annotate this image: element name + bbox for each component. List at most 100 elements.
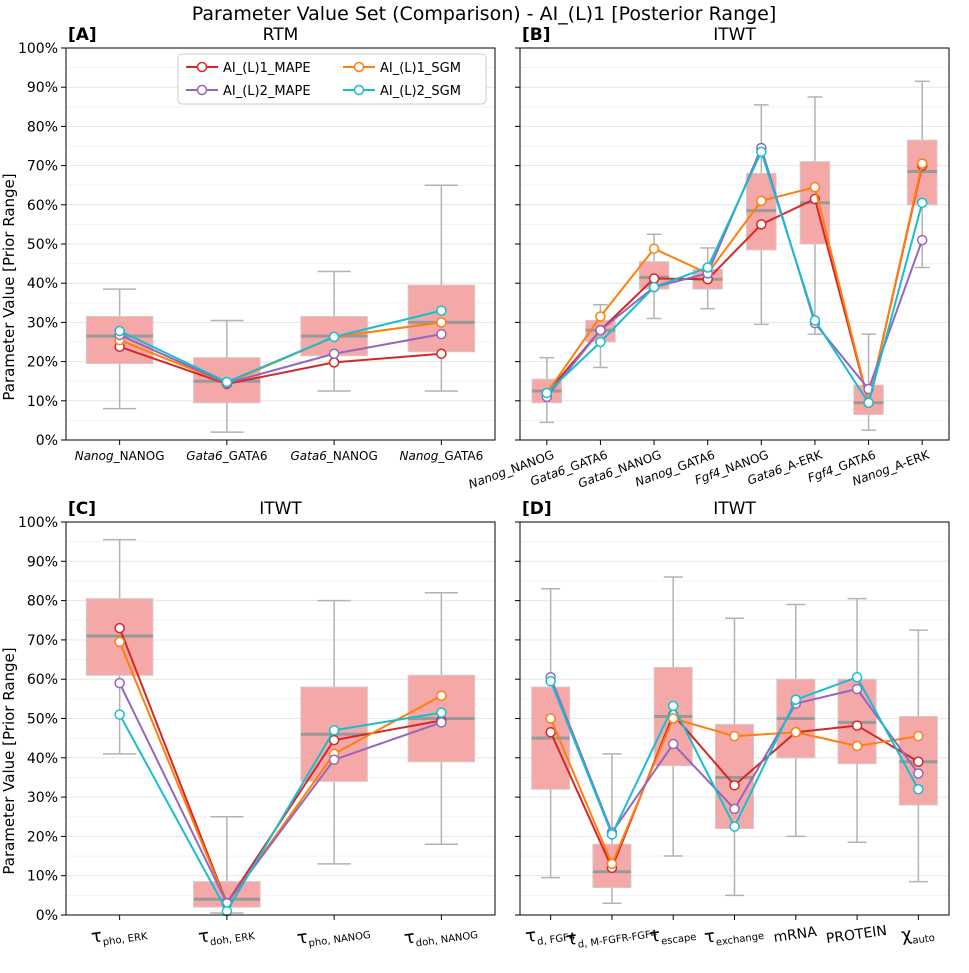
panel-label: [B]: [522, 25, 551, 45]
y-tick-label: 30%: [27, 790, 58, 806]
point-ai-l-2-mape-1: [114, 677, 125, 689]
x-tick-subscript: doh, NANOG: [415, 930, 479, 950]
y-tick-label: 50%: [27, 712, 58, 728]
x-tick-subscript: d, M-FGFR-FGF4: [577, 929, 658, 951]
x-tick-label: χauto: [900, 921, 936, 948]
x-tick-subscript: auto: [912, 933, 936, 947]
x-tick-symbol: χ: [900, 924, 913, 946]
x-tick-subscript: d, FGF4: [536, 932, 575, 948]
x-tick-gene: Gata6: [290, 449, 327, 463]
y-axis-label-bottom: Parameter Value [Prior Range]: [0, 647, 18, 874]
x-tick-subscript: pho, NANOG: [308, 930, 372, 950]
point-ai-l-2-sgm-3: [328, 331, 340, 343]
x-tick-label: Gata6_NANOG: [290, 449, 377, 463]
y-tick-label: 20%: [27, 355, 58, 371]
y-tick-label: 100%: [18, 41, 58, 57]
panel-label: [A]: [68, 25, 97, 45]
point-ai-l-1-sgm-7: [913, 730, 924, 742]
x-tick-gene: Nanog: [400, 449, 439, 463]
legend-marker-ai-l2-mape: [196, 84, 208, 96]
x-tick-label: Nanog_NANOG: [75, 449, 165, 463]
y-tick-label: 10%: [27, 394, 58, 410]
plot-frame: [65, 47, 496, 441]
figure-title: Parameter Value Set (Comparison) - AI_(L…: [192, 3, 777, 25]
x-tick-subscript: pho, ERK: [102, 931, 149, 948]
panel-title: ITWT: [713, 25, 756, 45]
point-ai-l-1-mape-6: [851, 720, 863, 731]
x-tick-label: PROTEIN: [825, 923, 888, 947]
x-tick-symbol: τ: [565, 928, 579, 950]
x-tick-label: τd, M-FGFR-FGF4: [565, 917, 658, 952]
x-tick-label: mRNA: [773, 924, 819, 946]
point-ai-l-2-mape-6: [851, 683, 863, 695]
point-ai-l-2-mape-3: [667, 738, 679, 750]
box-2: [193, 816, 261, 914]
x-tick-symbol: mRNA: [773, 924, 819, 946]
point-ai-l-1-mape-1: [545, 727, 556, 738]
series-line-ai-l-1-mape: [118, 627, 442, 905]
point-ai-l-2-sgm-2: [221, 376, 233, 388]
point-ai-l-2-mape-4: [729, 803, 740, 815]
x-tick-label: τpho, NANOG: [296, 918, 372, 951]
x-tick-gene: Nanog: [75, 449, 114, 463]
point-ai-l-2-mape-7: [913, 768, 924, 779]
point-ai-l-2-sgm-3: [667, 700, 679, 712]
x-tick-suffix: _A-ERK: [886, 447, 932, 475]
x-tick-symbol: τ: [197, 926, 211, 948]
panel-title: ITWT: [259, 499, 302, 519]
x-tick-subscript: escape: [660, 932, 697, 948]
box-4: [407, 184, 476, 392]
point-ai-l-2-sgm-6: [809, 315, 821, 326]
point-ai-l-1-sgm-2: [606, 858, 618, 870]
point-ai-l-2-mape-4: [436, 328, 447, 340]
point-ai-l-2-sgm-8: [916, 197, 928, 209]
point-ai-l-1-sgm-4: [436, 690, 447, 701]
point-ai-l-2-sgm-4: [436, 707, 447, 718]
point-ai-l-2-sgm-2: [595, 336, 606, 348]
point-ai-l-1-mape-5: [756, 219, 767, 230]
y-tick-label: 70%: [27, 159, 58, 175]
legend-marker-ai-l1-mape: [196, 61, 208, 73]
panel-label: [C]: [68, 499, 96, 519]
x-tick-label: Nanog_GATA6: [400, 449, 484, 463]
legend-marker-ai-l1-sgm: [353, 61, 365, 73]
point-ai-l-2-sgm-3: [328, 725, 340, 736]
point-ai-l-1-sgm-5: [790, 727, 802, 738]
point-ai-l-2-sgm-1: [114, 709, 125, 720]
point-ai-l-2-sgm-3: [648, 281, 660, 293]
plot-frame: [65, 521, 496, 916]
y-tick-label: 100%: [18, 515, 58, 531]
legend-marker-ai-l2-sgm: [353, 84, 365, 96]
y-tick-label: 60%: [27, 198, 58, 214]
y-tick-label: 30%: [27, 315, 58, 331]
point-ai-l-2-mape-4: [436, 717, 447, 728]
panel-a: 0% 10% 20% 30% 40% 50% 60% 70% 80% 90% 100% RTM [A] N…: [18, 25, 496, 463]
y-tick-label: 40%: [27, 751, 58, 767]
point-ai-l-1-mape-1: [114, 622, 125, 634]
point-ai-l-1-mape-4: [729, 780, 740, 791]
series-line-ai-l-1-sgm: [545, 163, 924, 404]
point-ai-l-1-mape-3: [328, 734, 340, 746]
series-line-ai-l-2-sgm: [119, 309, 442, 383]
x-tick-label: τexchange: [703, 919, 765, 950]
point-ai-l-2-sgm-1: [114, 325, 125, 337]
point-ai-l-1-sgm-3: [648, 243, 660, 254]
x-tick-label: τpho, ERK: [90, 919, 149, 950]
panel-label: [D]: [522, 499, 552, 519]
point-ai-l-1-sgm-2: [595, 311, 606, 322]
point-ai-l-1-mape-3: [328, 357, 340, 368]
y-tick-label: 80%: [27, 119, 58, 135]
point-ai-l-1-sgm-4: [729, 730, 740, 742]
box-4: [715, 617, 754, 897]
point-ai-l-2-sgm-1: [541, 387, 553, 399]
x-tick-symbol: τ: [703, 926, 717, 948]
y-tick-label: 10%: [27, 869, 58, 885]
y-tick-label: 0%: [36, 433, 58, 449]
point-ai-l-2-sgm-2: [606, 829, 618, 840]
point-ai-l-1-sgm-6: [851, 740, 863, 752]
box-7: [853, 333, 884, 431]
y-tick-label: 90%: [27, 554, 58, 570]
x-tick-symbol: τ: [90, 926, 104, 948]
point-ai-l-1-sgm-4: [436, 317, 447, 328]
series-line-ai-l-1-mape: [119, 345, 442, 385]
